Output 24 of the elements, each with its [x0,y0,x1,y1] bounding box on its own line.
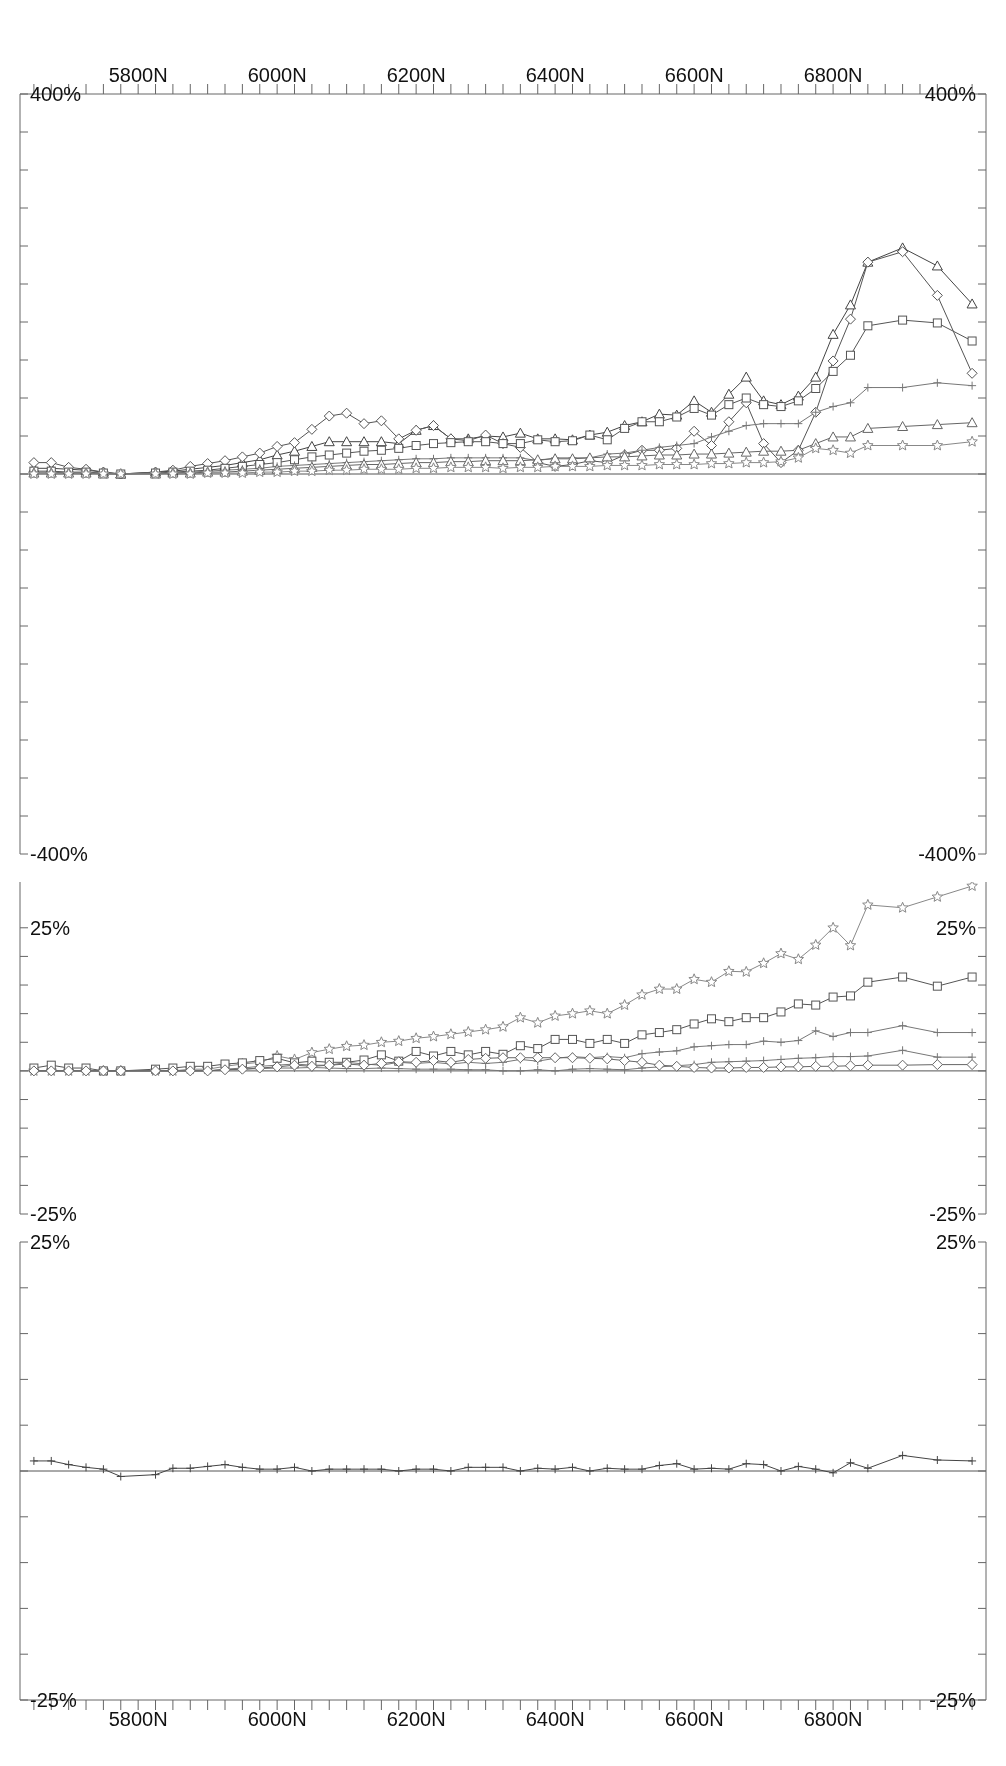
y2-tick-label: 25% [935,916,977,939]
x-tick-label: 6400N [525,1708,585,1731]
x2-tick-label: 5800N [108,64,168,86]
x2-tick-label: 6800N [803,64,863,86]
x2-tick-label: 6200N [386,64,446,86]
y-tick-label: -25% [30,1203,77,1226]
y-tick-label: -25% [30,1689,77,1712]
x-tick-label: 6200N [386,1708,446,1731]
x2-tick-label: 6400N [525,64,585,86]
y2-tick-label: 25% [935,1231,977,1254]
y2-tick-label: -25% [929,1689,977,1712]
y2-tick-label: -25% [929,1203,977,1226]
y-tick-label: 25% [30,916,71,939]
x2-tick-label: 6000N [247,64,307,86]
x-tick-label: 5800N [108,1708,168,1731]
x2-tick-label: 6600N [664,64,724,86]
y-tick-label: 25% [30,1231,71,1254]
y-tick-label: 400% [30,83,82,106]
x-tick-label: 6600N [664,1708,724,1731]
x-tick-label: 6000N [247,1708,307,1731]
x-tick-label: 6800N [803,1708,863,1731]
y2-tick-label: -400% [918,843,977,866]
y-tick-label: -400% [30,843,89,866]
y2-tick-label: 400% [924,83,977,106]
